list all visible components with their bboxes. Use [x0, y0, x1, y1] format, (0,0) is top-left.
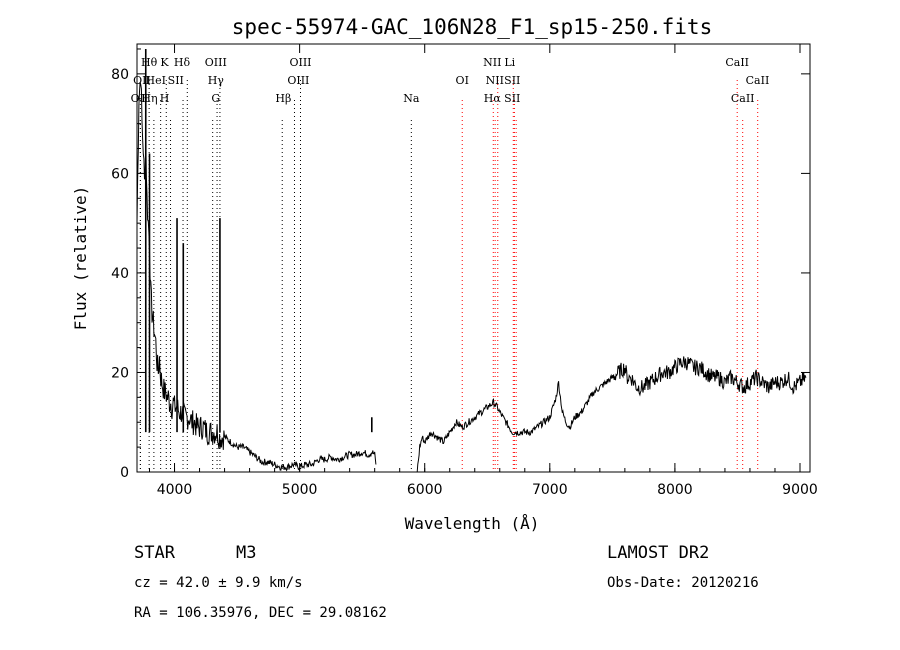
spectrum-chart: spec-55974-GAC_106N28_F1_sp15-250.fits H…	[71, 15, 818, 533]
y-tick-label-4: 80	[111, 67, 129, 83]
spectrum-series	[136, 48, 807, 473]
y-tick-label-3: 60	[111, 166, 129, 182]
x-tick-label-2: 6000	[407, 482, 443, 498]
object-subclass: M3	[236, 543, 257, 563]
marker-label-22: Na	[403, 92, 420, 105]
y-tick-label-0: 0	[120, 465, 129, 481]
marker-label-15: SII	[504, 74, 520, 87]
marker-label-24: SII	[504, 92, 520, 105]
marker-label-12: OIII	[287, 74, 309, 87]
marker-label-10: SII	[168, 74, 184, 87]
survey-name: LAMOST DR2	[607, 543, 710, 563]
marker-label-23: Hα	[484, 92, 502, 105]
spectrum-line-0	[136, 81, 377, 472]
chart-title: spec-55974-GAC_106N28_F1_sp15-250.fits	[232, 15, 712, 39]
spectrum-line-1	[416, 356, 807, 473]
marker-label-2: Hδ	[174, 56, 191, 69]
marker-label-21: Hβ	[275, 92, 291, 105]
marker-label-5: NII	[483, 56, 501, 69]
x-tick-label-3: 7000	[532, 482, 568, 498]
marker-label-1: K	[160, 56, 169, 69]
marker-label-9: HeI	[146, 74, 166, 87]
marker-label-14: NII	[486, 74, 504, 87]
x-tick-label-5: 9000	[782, 482, 818, 498]
y-tick-label-2: 40	[111, 266, 129, 282]
marker-label-3: OIII	[205, 56, 227, 69]
y-tick-label-1: 20	[111, 365, 129, 381]
x-tick-label-1: 5000	[282, 482, 318, 498]
marker-label-11: Hγ	[208, 74, 225, 87]
marker-label-7: CaII	[725, 56, 749, 69]
marker-label-4: OIII	[289, 56, 311, 69]
marker-label-16: CaII	[746, 74, 770, 87]
x-axis-label: Wavelength (Å)	[405, 514, 540, 533]
marker-label-6: Li	[504, 56, 515, 69]
x-tick-label-4: 8000	[657, 482, 693, 498]
marker-label-0: Hθ	[141, 56, 158, 69]
marker-label-19: H	[160, 92, 170, 105]
marker-label-18: Hη	[141, 92, 157, 105]
axis-ticks: 4000 5000 6000 7000 8000 9000 0 20 40 60 80	[111, 44, 818, 498]
x-tick-label-0: 4000	[157, 482, 193, 498]
obs-date: Obs-Date: 20120216	[607, 575, 759, 591]
redshift-cz: cz = 42.0 ± 9.9 km/s	[134, 575, 303, 591]
coordinates: RA = 106.35976, DEC = 29.08162	[134, 605, 387, 621]
plot-frame	[136, 43, 811, 473]
marker-label-25: CaII	[731, 92, 755, 105]
y-axis-label: Flux (relative)	[71, 186, 90, 331]
marker-label-13: OI	[456, 74, 469, 87]
marker-label-20: G	[211, 92, 220, 105]
object-type: STAR	[134, 543, 175, 563]
